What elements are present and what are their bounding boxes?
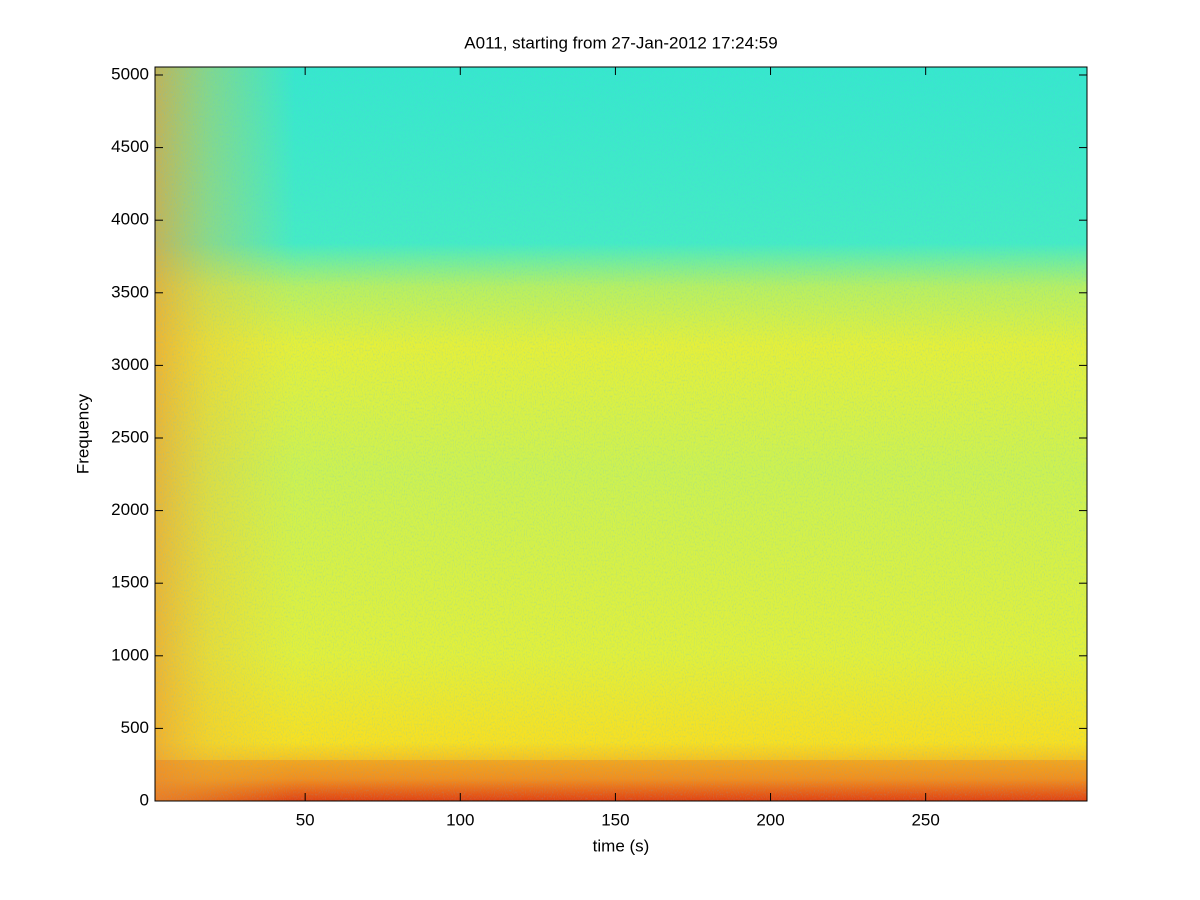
y-tick-label: 1000	[111, 645, 149, 664]
x-tick-label: 200	[756, 810, 784, 829]
y-tick-label: 5000	[111, 64, 149, 83]
plot-frame	[154, 66, 1088, 802]
y-tick-label: 0	[140, 790, 149, 809]
x-tick-label: 50	[296, 810, 315, 829]
y-tick-label: 3500	[111, 282, 149, 301]
y-tick-label: 2000	[111, 500, 149, 519]
chart-title: A011, starting from 27-Jan-2012 17:24:59	[464, 33, 777, 52]
spectrogram-image	[155, 67, 1087, 801]
y-axis-label: Frequency	[73, 393, 92, 474]
x-axis-label: time (s)	[593, 836, 650, 855]
y-tick-label: 4000	[111, 210, 149, 229]
x-tick-label: 100	[446, 810, 474, 829]
y-tick-label: 1500	[111, 573, 149, 592]
y-tick-label: 3000	[111, 355, 149, 374]
y-tick-label: 4500	[111, 137, 149, 156]
x-tick-label: 150	[601, 810, 629, 829]
y-tick-label: 2500	[111, 427, 149, 446]
x-tick-label: 250	[911, 810, 939, 829]
y-tick-label: 500	[121, 718, 149, 737]
